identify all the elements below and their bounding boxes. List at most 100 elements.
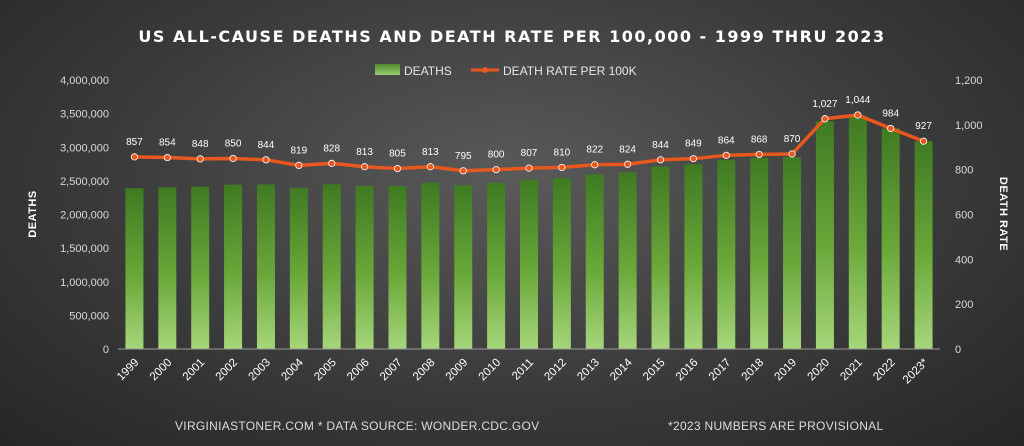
deaths-bar xyxy=(224,184,243,349)
deaths-bar xyxy=(454,185,473,349)
death-rate-point xyxy=(755,150,763,159)
death-rate-data-label: 984 xyxy=(882,108,899,119)
deaths-bar xyxy=(421,182,440,349)
death-rate-data-label: 850 xyxy=(225,138,242,149)
y2-tick-label: 0 xyxy=(955,344,961,356)
deaths-bar xyxy=(487,182,506,349)
x-tick-label: 2023* xyxy=(901,356,931,386)
legend-deaths-label: DEATHS xyxy=(404,64,452,78)
x-tick-label: 2000 xyxy=(148,357,175,384)
death-rate-point xyxy=(393,164,402,173)
deaths-bar xyxy=(191,186,210,349)
x-tick-label: 2019 xyxy=(773,357,800,384)
legend: DEATHS DEATH RATE PER 100K xyxy=(375,64,637,78)
deaths-bar xyxy=(585,174,604,349)
death-rate-point xyxy=(887,124,895,133)
death-rate-point xyxy=(656,156,665,164)
deaths-bar xyxy=(158,187,177,349)
death-rate-point xyxy=(624,160,632,168)
death-rate-data-label: 854 xyxy=(159,138,176,149)
death-rate-data-label: 824 xyxy=(619,144,636,155)
x-tick-label: 2022 xyxy=(871,357,898,384)
y-tick-label: 500,000 xyxy=(69,310,109,322)
y-tick-label: 3,000,000 xyxy=(60,142,109,154)
death-rate-point xyxy=(919,137,928,145)
y2-tick-label: 600 xyxy=(955,210,973,222)
legend-deaths-swatch xyxy=(375,64,400,75)
death-rate-point xyxy=(163,153,171,162)
deaths-bar xyxy=(355,185,374,349)
death-rate-point xyxy=(525,164,533,172)
death-rate-point xyxy=(722,151,730,159)
x-tick-label: 2012 xyxy=(542,357,569,384)
x-axis-ticks: 1999 2000 2001 2002 2003 2004 2005 2006 2007 2008… xyxy=(115,356,931,386)
footer-source: VIRGINIASTONER.COM * DATA SOURCE: WONDER… xyxy=(175,419,539,433)
x-tick-label: 2020 xyxy=(805,357,832,384)
y-axis-label: DEATHS xyxy=(27,190,39,237)
death-rate-point xyxy=(459,167,467,175)
x-tick-label: 2016 xyxy=(674,357,701,384)
death-rate-data-label: 810 xyxy=(554,147,571,158)
death-rate-data-label: 1,027 xyxy=(812,99,837,110)
death-rate-data-label: 1,044 xyxy=(845,95,870,106)
deaths-bar xyxy=(783,157,802,349)
y-tick-label: 4,000,000 xyxy=(60,75,109,87)
death-rate-data-label: 819 xyxy=(290,145,307,156)
x-tick-label: 2002 xyxy=(214,357,241,384)
deaths-bar xyxy=(322,184,341,349)
deaths-bar xyxy=(256,184,275,349)
death-rate-point xyxy=(262,156,270,164)
deaths-bar xyxy=(125,188,144,349)
death-rate-data-label: 857 xyxy=(126,137,143,148)
death-rate-data-label: 800 xyxy=(488,150,505,161)
x-tick-label: 2007 xyxy=(378,357,405,384)
x-tick-label: 2015 xyxy=(641,357,668,384)
y-tick-label: 0 xyxy=(103,344,109,356)
death-rate-point xyxy=(558,163,566,172)
death-rate-point xyxy=(328,159,336,167)
y2-tick-label: 1,000 xyxy=(955,120,983,132)
chart-title: US ALL-CAUSE DEATHS AND DEATH RATE PER 1… xyxy=(138,27,885,46)
death-rate-data-label: 870 xyxy=(784,134,801,145)
x-tick-label: 2008 xyxy=(411,357,438,384)
deaths-bar xyxy=(552,177,571,349)
x-tick-label: 2005 xyxy=(312,357,339,384)
deaths-bar xyxy=(881,128,900,349)
death-rate-point xyxy=(854,111,862,119)
death-rate-point xyxy=(295,161,303,170)
death-rate-point xyxy=(591,161,599,169)
death-rate-point xyxy=(492,166,500,174)
death-rate-data-label: 864 xyxy=(718,135,735,146)
deaths-bar xyxy=(651,166,670,349)
death-rate-point xyxy=(130,153,139,161)
death-rate-data-label: 848 xyxy=(192,139,209,150)
death-rate-point xyxy=(229,154,237,163)
x-tick-label: 2001 xyxy=(181,357,208,384)
x-tick-label: 2017 xyxy=(707,357,734,384)
y-tick-label: 1,000,000 xyxy=(60,277,109,289)
deaths-bar xyxy=(914,141,933,349)
x-tick-label: 2003 xyxy=(246,357,273,384)
y-axis-ticks: 0 500,000 1,000,000 1,500,000 2,000,000 2,500… xyxy=(60,75,109,356)
legend-rate-marker xyxy=(482,67,488,73)
deaths-bar xyxy=(289,187,308,349)
death-rate-point xyxy=(689,155,698,163)
y-tick-label: 1,500,000 xyxy=(60,243,109,255)
y2-axis-label: DEATH RATE xyxy=(997,177,1009,251)
death-rate-data-label: 813 xyxy=(422,147,439,158)
deaths-bar xyxy=(815,121,834,350)
death-rate-point xyxy=(821,115,829,123)
x-tick-label: 2013 xyxy=(575,357,602,384)
death-rate-data-label: 805 xyxy=(389,149,406,160)
death-rate-polyline xyxy=(134,113,925,173)
x-tick-label: 2011 xyxy=(510,357,536,383)
y2-tick-label: 400 xyxy=(955,254,973,266)
x-tick-label: 2004 xyxy=(279,356,306,383)
y-tick-label: 3,500,000 xyxy=(60,109,109,121)
y2-tick-label: 1,200 xyxy=(955,75,983,87)
death-rate-data-label: 807 xyxy=(521,148,538,159)
x-tick-label: 1999 xyxy=(115,357,142,384)
legend-rate-label: DEATH RATE PER 100K xyxy=(503,64,637,78)
